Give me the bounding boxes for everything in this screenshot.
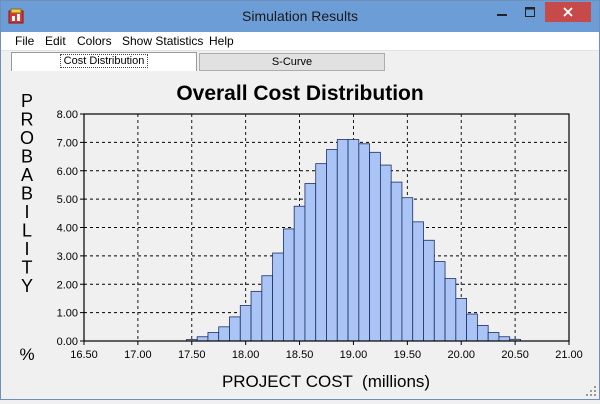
close-button[interactable]: [545, 2, 591, 22]
histogram-bar: [207, 332, 220, 342]
chart-title: Overall Cost Distribution: [176, 82, 423, 105]
tab-cost-distribution-label: Cost Distribution: [59, 54, 149, 68]
histogram-bar: [498, 336, 511, 342]
histogram-bar: [455, 298, 468, 342]
y-tick-label: 3.00: [57, 251, 78, 263]
histogram-bar: [476, 324, 489, 342]
histogram-bar: [326, 149, 338, 342]
y-tick-label: 1.00: [57, 308, 78, 320]
menu-bar: File Edit Colors Show Statistics Help: [1, 32, 599, 51]
y-tick-label: 6.00: [57, 166, 78, 178]
resize-grip-icon[interactable]: [585, 385, 597, 397]
x-tick-label: 19.50: [394, 349, 422, 361]
menu-show-statistics[interactable]: Show Statistics: [122, 34, 204, 48]
histogram-bars: [185, 139, 521, 342]
x-tick-label: 17.00: [124, 349, 152, 361]
minimize-button[interactable]: [489, 2, 515, 22]
histogram-bar: [239, 305, 252, 342]
cost-distribution-chart: Overall Cost Distribution 0.00 1.00 2.00 3.…: [19, 82, 583, 391]
minimize-icon: [497, 14, 507, 16]
histogram-bar: [401, 197, 414, 342]
maximize-button[interactable]: [517, 2, 543, 22]
y-axis-label-letter: B: [21, 147, 33, 167]
app-icon[interactable]: [8, 8, 24, 24]
y-axis-label-letter: O: [20, 128, 34, 148]
histogram-bar: [423, 239, 435, 342]
histogram-bar: [390, 181, 403, 342]
x-tick-label: 18.00: [232, 349, 260, 361]
y-axis-label-letter: T: [22, 258, 33, 278]
tab-cost-distribution[interactable]: Cost Distribution: [11, 52, 197, 71]
histogram-bar: [347, 139, 360, 342]
x-axis-label: PROJECT COST (millions): [222, 372, 430, 391]
x-tick-label: 21.00: [555, 349, 583, 361]
x-tick-label: 20.50: [501, 349, 529, 361]
histogram-bar: [282, 228, 295, 342]
y-axis-ticks: 0.00 1.00 2.00 3.00 4.00 5.00 6.00 7.00 8.00: [57, 109, 84, 348]
menu-help[interactable]: Help: [209, 34, 234, 48]
window-title: Simulation Results: [242, 8, 358, 24]
y-axis-label-letter: Y: [21, 276, 33, 296]
histogram-bar: [412, 221, 424, 342]
y-axis-label-letter: A: [21, 165, 33, 185]
histogram-bar: [293, 205, 306, 342]
histogram-bar: [229, 316, 241, 342]
histogram-bar: [379, 164, 392, 342]
histogram-bar: [336, 139, 349, 342]
menu-edit[interactable]: Edit: [45, 34, 66, 48]
y-axis-label-letter: I: [24, 239, 29, 259]
chart-panel: Overall Cost Distribution 0.00 1.00 2.00 3.…: [1, 73, 599, 399]
x-tick-label: 17.50: [178, 349, 206, 361]
menu-colors[interactable]: Colors: [77, 34, 112, 48]
x-tick-label: 19.00: [340, 349, 368, 361]
histogram-bar: [218, 326, 230, 342]
maximize-icon: [525, 7, 535, 17]
y-axis-label-letter: P: [21, 91, 33, 111]
y-tick-label: 5.00: [57, 194, 78, 206]
histogram-bar: [433, 261, 446, 342]
x-axis-ticks: 16.50 17.00 17.50 18.00 18.50 19.00 19.50 20.00…: [70, 341, 583, 361]
x-tick-label: 20.00: [447, 349, 475, 361]
histogram-bar: [487, 332, 500, 342]
y-axis-label-letter: R: [21, 110, 34, 130]
y-axis-label-letter: B: [21, 184, 33, 204]
y-tick-label: 8.00: [57, 109, 78, 121]
y-axis-label-letter: L: [22, 221, 32, 241]
tab-s-curve-label: S-Curve: [271, 56, 313, 68]
y-tick-label: 2.00: [57, 279, 78, 291]
y-axis-label-letter: I: [24, 202, 29, 222]
y-tick-label: 0.00: [57, 336, 78, 348]
histogram-bar: [358, 143, 371, 342]
histogram-bar: [444, 278, 457, 342]
close-icon: [563, 7, 573, 17]
histogram-bar: [250, 290, 263, 342]
histogram-bar: [315, 163, 327, 342]
histogram-bar: [369, 151, 381, 342]
histogram-bar: [196, 336, 209, 342]
x-tick-label: 16.50: [70, 349, 98, 361]
histogram-bar: [272, 252, 284, 342]
tab-s-curve[interactable]: S-Curve: [199, 53, 385, 71]
tab-strip: Cost Distribution S-Curve: [1, 51, 599, 73]
y-tick-label: 7.00: [57, 137, 78, 149]
x-tick-label: 18.50: [286, 349, 314, 361]
title-bar[interactable]: Simulation Results: [1, 1, 599, 32]
y-axis-unit: %: [19, 345, 34, 364]
y-tick-label: 4.00: [57, 223, 78, 235]
histogram-bar: [261, 275, 274, 342]
histogram-bar: [466, 313, 478, 342]
histogram-bar: [304, 183, 317, 342]
menu-file[interactable]: File: [15, 34, 35, 48]
